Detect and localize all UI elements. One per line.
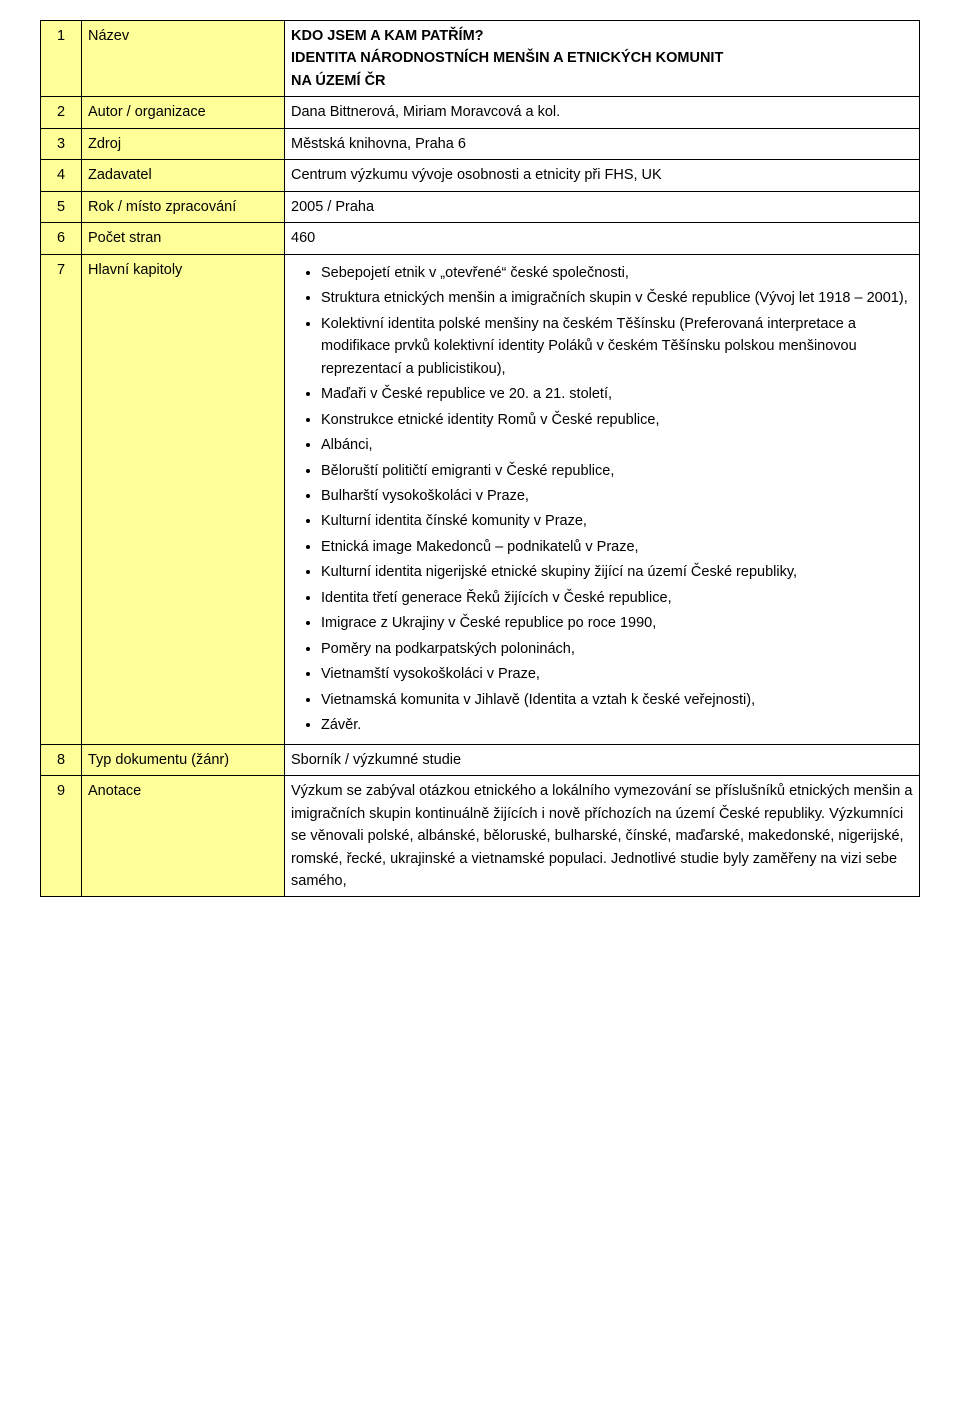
row-value: Centrum výzkumu vývoje osobnosti a etnic… xyxy=(285,160,920,191)
row-number: 9 xyxy=(41,776,82,897)
row-number: 5 xyxy=(41,191,82,222)
list-item: Kulturní identita čínské komunity v Praz… xyxy=(321,510,913,532)
list-item: Sebepojetí etnik v „otevřené“ české spol… xyxy=(321,262,913,284)
list-item: Identita třetí generace Řeků žijících v … xyxy=(321,587,913,609)
row-value: Sborník / výzkumné studie xyxy=(285,744,920,775)
list-item: Vietnamští vysokoškoláci v Praze, xyxy=(321,663,913,685)
row-number: 2 xyxy=(41,97,82,128)
table-row: 2 Autor / organizace Dana Bittnerová, Mi… xyxy=(41,97,920,128)
document-page: 1 Název KDO JSEM A KAM PATŘÍM? IDENTITA … xyxy=(0,0,960,917)
row-label: Autor / organizace xyxy=(82,97,285,128)
list-item: Vietnamská komunita v Jihlavě (Identita … xyxy=(321,689,913,711)
row-number: 1 xyxy=(41,21,82,97)
list-item: Maďaři v České republice ve 20. a 21. st… xyxy=(321,383,913,405)
row-label: Typ dokumentu (žánr) xyxy=(82,744,285,775)
row-number: 6 xyxy=(41,223,82,254)
list-item: Bulharští vysokoškoláci v Praze, xyxy=(321,485,913,507)
list-item: Imigrace z Ukrajiny v České republice po… xyxy=(321,612,913,634)
list-item: Etnická image Makedonců – podnikatelů v … xyxy=(321,536,913,558)
title-line: IDENTITA NÁRODNOSTNÍCH MENŠIN A ETNICKÝC… xyxy=(291,47,913,69)
row-value-bullets: Sebepojetí etnik v „otevřené“ české spol… xyxy=(285,254,920,744)
row-number: 8 xyxy=(41,744,82,775)
list-item: Albánci, xyxy=(321,434,913,456)
table-row: 9 Anotace Výzkum se zabýval otázkou etni… xyxy=(41,776,920,897)
row-value: Dana Bittnerová, Miriam Moravcová a kol. xyxy=(285,97,920,128)
row-label: Počet stran xyxy=(82,223,285,254)
row-label: Rok / místo zpracování xyxy=(82,191,285,222)
row-number: 7 xyxy=(41,254,82,744)
list-item: Struktura etnických menšin a imigračních… xyxy=(321,287,913,309)
row-label: Zadavatel xyxy=(82,160,285,191)
list-item: Kolektivní identita polské menšiny na če… xyxy=(321,313,913,380)
chapter-list: Sebepojetí etnik v „otevřené“ české spol… xyxy=(291,262,913,737)
list-item: Závěr. xyxy=(321,714,913,736)
table-row: 1 Název KDO JSEM A KAM PATŘÍM? IDENTITA … xyxy=(41,21,920,97)
table-row: 7 Hlavní kapitoly Sebepojetí etnik v „ot… xyxy=(41,254,920,744)
metadata-table: 1 Název KDO JSEM A KAM PATŘÍM? IDENTITA … xyxy=(40,20,920,897)
row-number: 3 xyxy=(41,128,82,159)
list-item: Kulturní identita nigerijské etnické sku… xyxy=(321,561,913,583)
list-item: Běloruští političtí emigranti v České re… xyxy=(321,460,913,482)
row-number: 4 xyxy=(41,160,82,191)
title-line: NA ÚZEMÍ ČR xyxy=(291,70,913,92)
row-value: 2005 / Praha xyxy=(285,191,920,222)
row-label: Zdroj xyxy=(82,128,285,159)
table-row: 3 Zdroj Městská knihovna, Praha 6 xyxy=(41,128,920,159)
list-item: Konstrukce etnické identity Romů v České… xyxy=(321,409,913,431)
table-row: 6 Počet stran 460 xyxy=(41,223,920,254)
table-row: 8 Typ dokumentu (žánr) Sborník / výzkumn… xyxy=(41,744,920,775)
row-label: Anotace xyxy=(82,776,285,897)
table-row: 4 Zadavatel Centrum výzkumu vývoje osobn… xyxy=(41,160,920,191)
row-value: 460 xyxy=(285,223,920,254)
title-line: KDO JSEM A KAM PATŘÍM? xyxy=(291,25,913,47)
row-label: Název xyxy=(82,21,285,97)
row-value: Výzkum se zabýval otázkou etnického a lo… xyxy=(285,776,920,897)
row-label: Hlavní kapitoly xyxy=(82,254,285,744)
table-row: 5 Rok / místo zpracování 2005 / Praha xyxy=(41,191,920,222)
list-item: Poměry na podkarpatských poloninách, xyxy=(321,638,913,660)
row-value-title: KDO JSEM A KAM PATŘÍM? IDENTITA NÁRODNOS… xyxy=(285,21,920,97)
row-value: Městská knihovna, Praha 6 xyxy=(285,128,920,159)
